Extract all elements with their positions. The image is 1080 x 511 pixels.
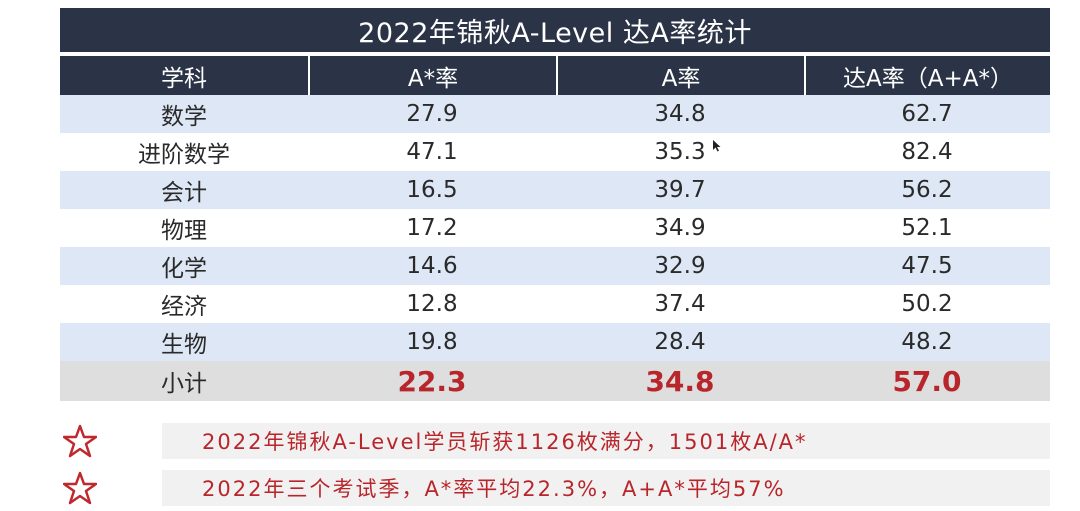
- subtotal-label: 小计: [161, 371, 207, 397]
- total-cell: 47.5: [901, 253, 953, 279]
- table-row: 经济 12.8 37.4 50.2: [60, 285, 1050, 323]
- header-total-rate: 达A率（A+A*）: [804, 56, 1050, 95]
- total-cell: 48.2: [901, 329, 953, 355]
- a-cell: 39.7: [654, 177, 706, 203]
- stats-table: 2022年锦秋A-Level 达A率统计 学科 A*率 A率 达A率（A+A*）…: [60, 8, 1050, 401]
- table-row: 数学 27.9 34.8 62.7: [60, 95, 1050, 133]
- note-averages: 2022年三个考试季，A*率平均22.3%，A+A*平均57%: [60, 468, 1050, 508]
- total-cell: 82.4: [901, 139, 953, 165]
- table-row: 进阶数学 47.1 35.3 82.4: [60, 133, 1050, 171]
- star-outline-icon: [60, 468, 100, 508]
- subtotal-total: 57.0: [892, 364, 962, 398]
- a-star-cell: 27.9: [406, 101, 458, 127]
- note-text: 2022年锦秋A-Level学员斩获1126枚满分，1501枚A/A*: [162, 423, 1050, 459]
- table-row: 会计 16.5 39.7 56.2: [60, 171, 1050, 209]
- a-cell: 28.4: [654, 329, 706, 355]
- subject-cell: 生物: [161, 332, 207, 358]
- a-cell: 37.4: [654, 291, 706, 317]
- subtotal-a-star: 22.3: [397, 364, 467, 398]
- table-row: 物理 17.2 34.9 52.1: [60, 209, 1050, 247]
- subject-cell: 数学: [161, 104, 207, 130]
- note-achievements: 2022年锦秋A-Level学员斩获1126枚满分，1501枚A/A*: [60, 421, 1050, 461]
- table-row: 化学 14.6 32.9 47.5: [60, 247, 1050, 285]
- subject-cell: 物理: [161, 218, 207, 244]
- a-cell: 32.9: [654, 253, 706, 279]
- table-row: 生物 19.8 28.4 48.2: [60, 323, 1050, 361]
- a-cell: 34.8: [654, 101, 706, 127]
- subject-cell: 经济: [161, 294, 207, 320]
- a-star-cell: 12.8: [406, 291, 458, 317]
- table-header-row: 学科 A*率 A率 达A率（A+A*）: [60, 56, 1050, 95]
- mouse-cursor-icon: [713, 137, 721, 156]
- a-star-cell: 14.6: [406, 253, 458, 279]
- subtotal-a: 34.8: [645, 364, 715, 398]
- subject-cell: 会计: [161, 180, 207, 206]
- total-cell: 52.1: [901, 215, 953, 241]
- header-a-rate: A率: [556, 56, 804, 95]
- table-title: 2022年锦秋A-Level 达A率统计: [60, 8, 1050, 52]
- a-cell: 34.9: [654, 215, 706, 241]
- header-a-star-rate: A*率: [308, 56, 556, 95]
- a-cell: 35.3: [654, 139, 706, 165]
- subtotal-row: 小计 22.3 34.8 57.0: [60, 361, 1050, 401]
- subject-cell: 进阶数学: [138, 142, 230, 168]
- header-subject: 学科: [161, 65, 207, 92]
- star-outline-icon: [60, 421, 100, 461]
- a-star-cell: 47.1: [406, 139, 458, 165]
- total-cell: 56.2: [901, 177, 953, 203]
- total-cell: 62.7: [901, 101, 953, 127]
- a-star-cell: 19.8: [406, 329, 458, 355]
- a-star-cell: 17.2: [406, 215, 458, 241]
- total-cell: 50.2: [901, 291, 953, 317]
- a-star-cell: 16.5: [406, 177, 458, 203]
- note-text: 2022年三个考试季，A*率平均22.3%，A+A*平均57%: [162, 470, 1050, 506]
- subject-cell: 化学: [161, 256, 207, 282]
